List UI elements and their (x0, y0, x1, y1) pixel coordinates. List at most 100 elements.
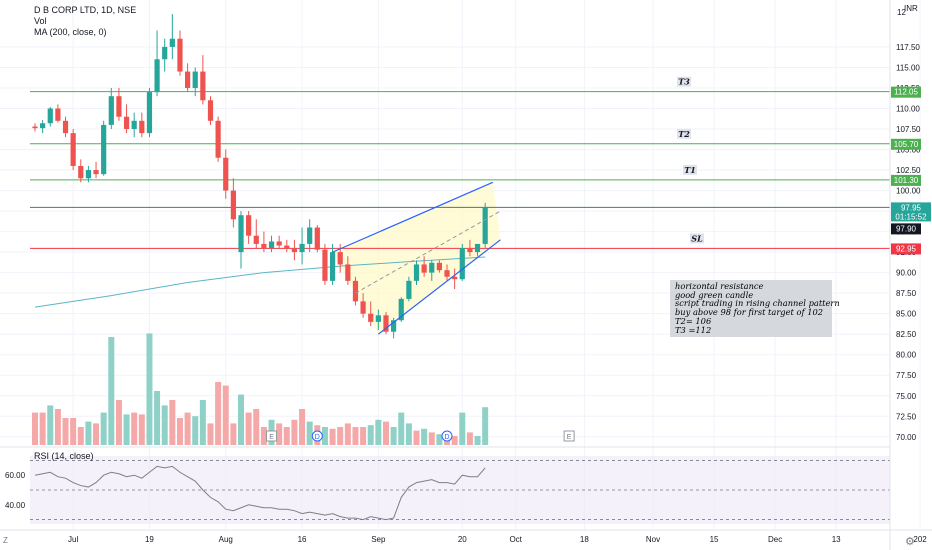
y-tick-label: 72.50 (896, 412, 917, 421)
x-tick-label: Nov (646, 535, 660, 544)
volume-bar (367, 425, 374, 445)
y-tick-label: 115.00 (896, 63, 920, 72)
candle-body (116, 96, 122, 117)
rsi-tick-label: 40.00 (5, 501, 26, 510)
dividend-marker (311, 430, 323, 442)
candle-body (253, 235, 259, 244)
note-line: T2= 106 (675, 315, 712, 326)
candle-body (230, 190, 236, 220)
event-label: D (315, 434, 320, 441)
x-tick-label: 18 (580, 535, 589, 544)
candle-body (131, 120, 137, 130)
vol-legend[interactable]: Vol (34, 16, 47, 26)
volume-bar (436, 434, 443, 445)
volume-bar (54, 409, 61, 445)
volume-bar (451, 436, 458, 445)
candle-body (444, 270, 450, 277)
candle-body (93, 170, 99, 175)
volume-bar (230, 423, 237, 445)
candle-body (360, 301, 366, 314)
volume-bar (360, 427, 367, 445)
volume-bar (222, 385, 229, 445)
x-tick-label: 15 (710, 535, 719, 544)
volume-bar (405, 423, 412, 445)
price-badge: 101.30 (894, 176, 919, 185)
rising-channel (332, 181, 501, 335)
candle-body (413, 264, 420, 281)
volume-bar (428, 432, 435, 445)
level-tag-bg (677, 128, 691, 139)
x-tick-label: 13 (832, 535, 841, 544)
candle-body (47, 108, 53, 124)
volume-bar (253, 409, 260, 445)
candle-body (398, 298, 404, 321)
candle-body (299, 243, 305, 253)
y-tick-label: 12 (897, 8, 906, 17)
event-label: E (567, 434, 572, 441)
candle-body (474, 243, 481, 253)
rsi-legend[interactable]: RSI (14, close) (34, 451, 94, 461)
y-tick-label: 77.50 (896, 371, 917, 380)
candle-body (78, 165, 84, 179)
volume-bar (482, 407, 489, 445)
candle-body (291, 248, 298, 253)
rsi-tick-label: 60.00 (5, 471, 26, 480)
volume-bar (245, 412, 252, 445)
volume-bar (123, 414, 130, 445)
candle-body (467, 248, 473, 253)
candle-body (246, 215, 252, 236)
level-tag: T3 (678, 77, 690, 87)
settings-gear-icon[interactable]: ⚙ (905, 536, 915, 548)
candle-body (108, 96, 114, 125)
price-badge-bg (891, 86, 921, 98)
candle-body (85, 170, 92, 179)
y-tick-label: 107.50 (896, 125, 921, 134)
candle-body (284, 245, 290, 249)
price-badge-bg (891, 202, 931, 222)
volume-bar (93, 423, 100, 445)
candle-body (185, 71, 191, 88)
volume-bar (321, 427, 328, 445)
price-badge: 112.05 (894, 88, 918, 97)
price-badge-bg (891, 174, 921, 186)
volume-bar (47, 405, 54, 445)
candle-body (452, 276, 458, 280)
volume-bar (344, 423, 351, 445)
volume-bar (276, 423, 283, 445)
earnings-marker (266, 430, 278, 442)
volume-bar (413, 430, 420, 445)
ma-legend[interactable]: MA (200, close, 0) (34, 27, 107, 37)
volume-bar (375, 419, 382, 445)
x-tick-label: 20 (458, 535, 467, 544)
volume-bar (108, 337, 115, 445)
candle-body (70, 133, 76, 166)
candle-body (223, 157, 229, 191)
candle-body (482, 207, 488, 244)
symbol-title[interactable]: D B CORP LTD, 1D, NSE (34, 5, 137, 15)
z-label: Z (3, 536, 8, 545)
candle-body (352, 280, 359, 302)
y-tick-label: 100.00 (896, 187, 921, 196)
note-line: script trading in rising channel pattern (675, 298, 840, 309)
candle-body (238, 215, 244, 253)
volume-bar (299, 409, 306, 445)
candle-body (276, 241, 282, 246)
y-tick-label: 90.00 (896, 269, 917, 278)
x-tick-label: Oct (509, 535, 522, 544)
volume-bar (260, 427, 267, 445)
volume-bar (421, 428, 428, 445)
candle-body (337, 252, 343, 265)
analysis-note: horizontal resistance good green candle … (670, 280, 840, 337)
y-tick-label: 82.50 (896, 330, 917, 339)
volume-bar (77, 427, 84, 445)
level-tag: T1 (684, 165, 696, 175)
volume-bar (382, 421, 389, 445)
y-tick-label: 80.00 (896, 351, 917, 360)
candle-body (383, 315, 389, 332)
candle-body (200, 71, 206, 101)
x-tick-label: 19 (145, 535, 154, 544)
time-axis: Jul 19 Aug 16 Sep 20 Oct 18 Nov 15 Dec 13 202 (68, 535, 927, 544)
candle-body (268, 241, 275, 249)
